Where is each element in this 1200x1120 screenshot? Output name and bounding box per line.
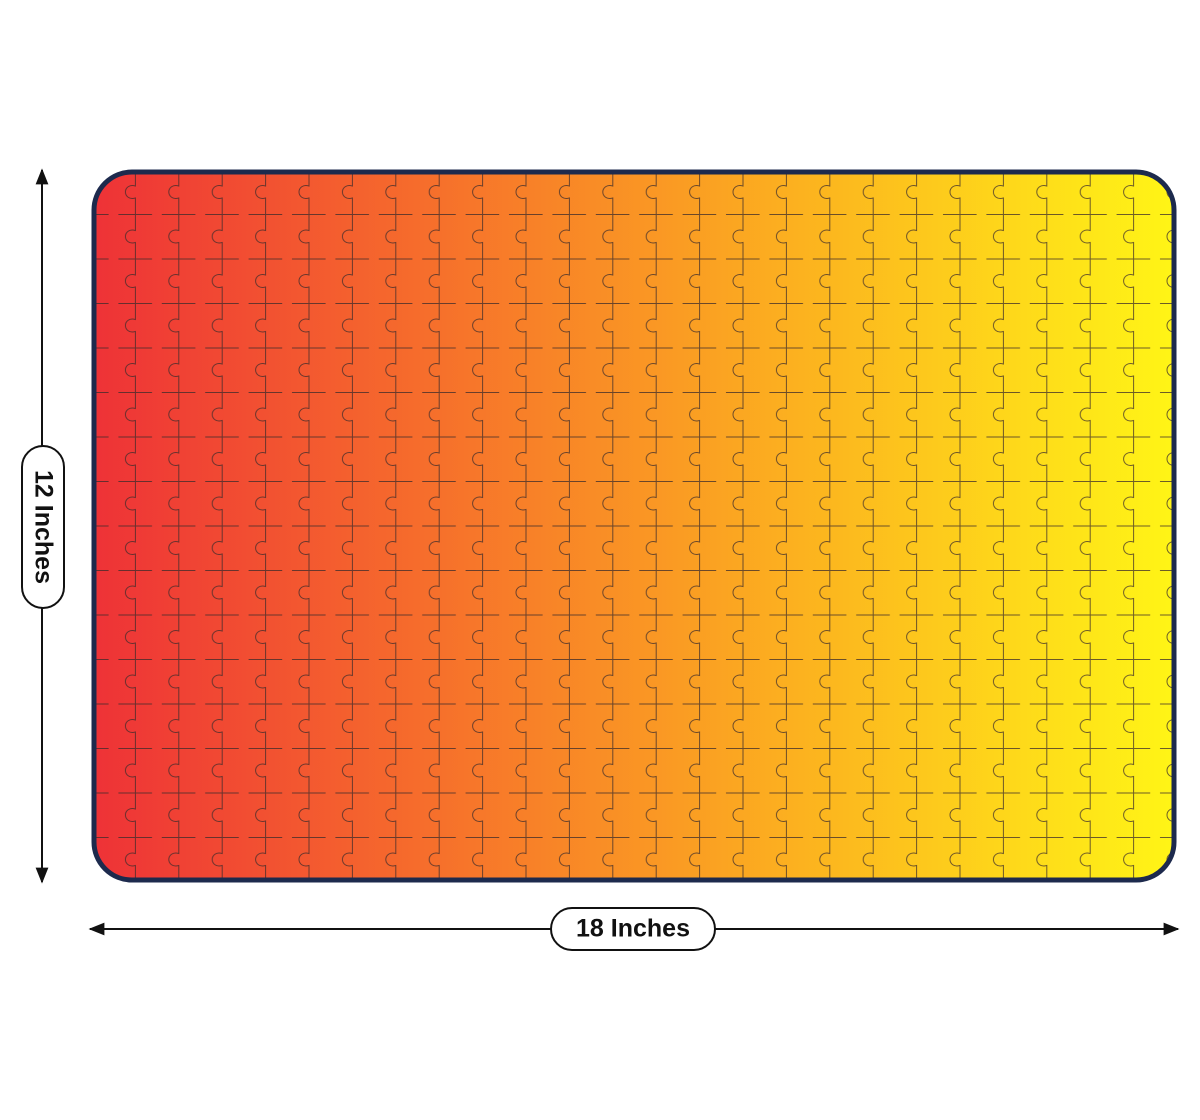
height-label: 12 Inches — [29, 470, 57, 584]
puzzle-border — [91, 169, 1177, 883]
puzzle — [91, 169, 1177, 883]
width-label-group: 18 Inches — [550, 907, 716, 951]
height-label-group: 12 Inches — [21, 445, 65, 609]
height-pill — [21, 445, 65, 609]
width-label: 18 Inches — [576, 915, 690, 943]
width-pill — [550, 907, 716, 951]
puzzle-pieces — [94, 172, 1174, 880]
